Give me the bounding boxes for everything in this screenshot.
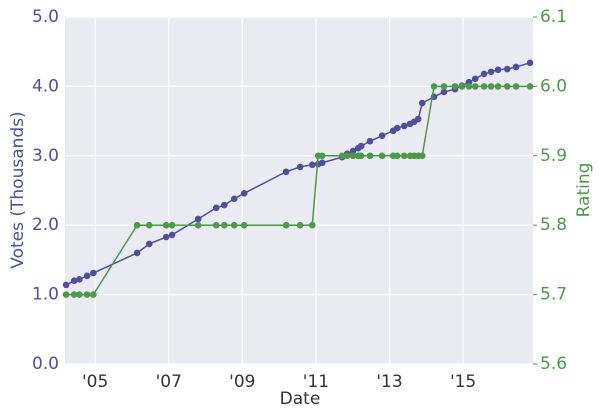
data-point <box>471 83 479 90</box>
data-point <box>76 276 83 283</box>
data-point <box>318 159 326 167</box>
y-tick-label: 3.0 <box>32 146 59 166</box>
data-point <box>487 83 495 90</box>
y2-tick-label: 6.1 <box>540 7 567 27</box>
data-point <box>296 221 304 229</box>
data-point <box>282 168 290 176</box>
data-point <box>526 83 534 90</box>
data-point <box>480 83 488 90</box>
data-point <box>512 83 520 90</box>
data-point <box>83 272 91 280</box>
data-point <box>494 83 502 90</box>
data-point <box>62 291 70 298</box>
data-point <box>212 221 220 229</box>
data-point <box>308 161 316 169</box>
data-point <box>240 221 248 229</box>
data-point <box>487 68 495 76</box>
data-point <box>503 65 511 73</box>
data-point <box>451 83 459 90</box>
data-point <box>230 195 238 203</box>
data-point <box>494 66 502 74</box>
x-tick-label: '05 <box>82 372 108 392</box>
data-point <box>526 59 534 67</box>
data-point <box>378 152 386 160</box>
data-point <box>282 221 290 229</box>
data-point <box>76 291 83 298</box>
data-point <box>393 152 401 160</box>
data-point <box>480 70 488 78</box>
data-point <box>512 63 520 71</box>
data-point <box>366 152 374 160</box>
y2-tick-label: 6.0 <box>540 76 567 96</box>
data-point <box>400 122 408 130</box>
data-point <box>221 201 228 209</box>
y2-axis-label: Rating <box>574 163 594 218</box>
data-point <box>430 83 438 90</box>
data-point <box>458 83 466 90</box>
data-point <box>168 221 176 229</box>
data-point <box>70 291 78 298</box>
data-point <box>318 152 326 160</box>
data-point <box>418 99 426 107</box>
x-tick-label: '13 <box>376 372 402 392</box>
data-point <box>70 277 78 285</box>
x-tick-label: '11 <box>303 372 329 392</box>
y-tick-label: 2.0 <box>32 215 59 235</box>
data-point <box>471 75 479 83</box>
data-point <box>90 291 97 298</box>
x-tick-label: '07 <box>156 372 182 392</box>
data-point <box>465 83 473 90</box>
data-point <box>393 124 401 132</box>
data-point <box>162 221 170 229</box>
data-point <box>145 221 153 229</box>
x-tick-label: '09 <box>229 372 255 392</box>
data-point <box>357 142 365 150</box>
data-point <box>400 152 408 160</box>
y2-tick-label: 5.6 <box>540 354 567 374</box>
data-point <box>194 221 202 229</box>
data-point <box>168 231 176 239</box>
data-point <box>414 115 422 123</box>
y-axis-label: Votes (Thousands) <box>8 111 28 268</box>
data-point <box>308 221 316 229</box>
data-point <box>221 221 228 229</box>
data-point <box>378 132 386 139</box>
data-point <box>357 152 365 160</box>
data-point <box>338 152 346 160</box>
data-point <box>133 249 141 257</box>
data-point <box>162 233 170 241</box>
y-tick-label: 4.0 <box>32 76 59 96</box>
data-point <box>230 221 238 229</box>
y-tick-label: 1.0 <box>32 285 59 305</box>
data-point <box>349 147 357 155</box>
y2-tick-label: 5.9 <box>540 146 567 166</box>
y-tick-label: 0.0 <box>32 354 59 374</box>
data-point <box>194 215 202 223</box>
data-point <box>343 152 351 160</box>
data-point <box>440 83 448 90</box>
data-point <box>145 240 153 248</box>
data-point <box>90 269 97 277</box>
data-point <box>83 291 91 298</box>
data-point <box>62 281 70 289</box>
data-point <box>366 137 374 145</box>
x-tick-label: '15 <box>450 372 476 392</box>
y2-tick-label: 5.8 <box>540 215 567 235</box>
plot-area <box>65 17 533 364</box>
y-tick-label: 5.0 <box>32 7 59 27</box>
y2-tick-label: 5.7 <box>540 285 567 305</box>
data-point <box>133 221 141 229</box>
data-point <box>349 152 357 160</box>
data-point <box>440 88 448 96</box>
data-point <box>240 189 248 197</box>
data-point <box>296 163 304 171</box>
x-axis-label: Date <box>280 389 321 409</box>
data-point <box>418 152 426 160</box>
data-point <box>212 204 220 212</box>
data-point <box>503 83 511 90</box>
